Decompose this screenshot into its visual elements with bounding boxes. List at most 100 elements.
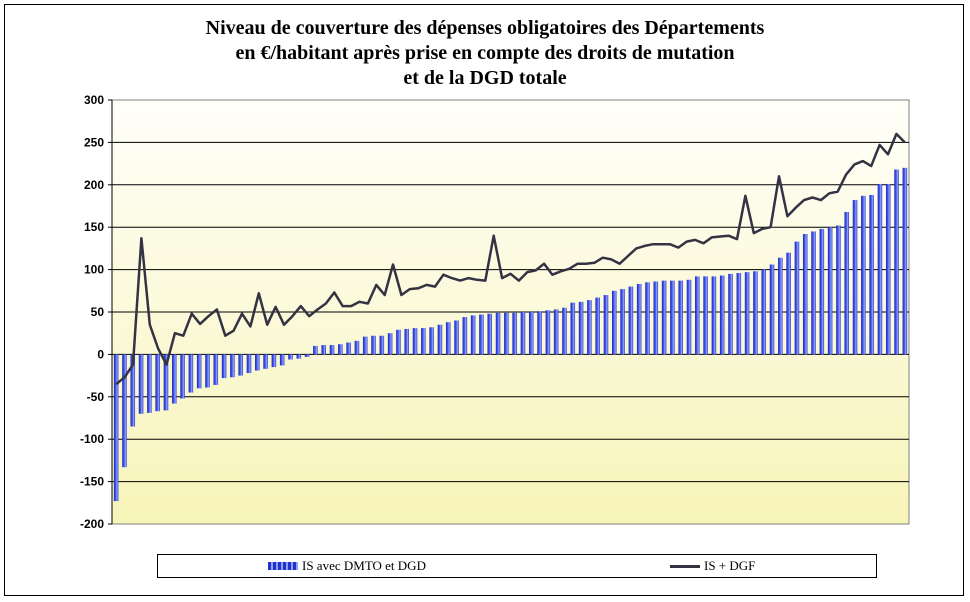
- y-axis: -200 -150 -100 -50 0 50 100 150 200 250 300: [80, 93, 113, 531]
- bar: [844, 211, 850, 355]
- bar: [321, 345, 326, 355]
- bar: [603, 295, 609, 355]
- y-tick-label: -100: [80, 432, 104, 446]
- chart-title: Niveau de couverture des dépenses obliga…: [0, 16, 970, 91]
- bar: [238, 354, 243, 376]
- y-tick-label: 100: [84, 263, 104, 277]
- bar: [670, 280, 675, 355]
- bar: [421, 328, 426, 355]
- y-tick-label: 250: [84, 135, 104, 149]
- bar: [753, 271, 758, 355]
- bar: [877, 183, 883, 355]
- bar: [611, 290, 617, 355]
- bar: [570, 302, 576, 355]
- bar: [362, 336, 368, 355]
- bar: [885, 183, 891, 355]
- bar: [113, 354, 119, 502]
- bar: [620, 289, 625, 355]
- y-tick-label: 200: [84, 178, 104, 192]
- bar: [437, 324, 443, 355]
- bar: [122, 354, 127, 468]
- bar: [387, 333, 393, 355]
- bar: [595, 297, 600, 355]
- bar: [653, 281, 659, 355]
- bar: [180, 354, 185, 399]
- bar: [761, 269, 766, 355]
- legend-bar-label: IS avec DMTO et DGD: [302, 558, 426, 573]
- bar: [130, 354, 136, 427]
- bar: [678, 280, 683, 355]
- legend-bar-swatch: [268, 562, 298, 570]
- bar: [271, 354, 277, 368]
- bar: [263, 354, 268, 369]
- bar: [163, 354, 169, 411]
- bar: [346, 342, 351, 355]
- bar: [628, 286, 634, 355]
- bar: [811, 231, 816, 355]
- bar: [827, 227, 833, 355]
- chart-title-line-1: Niveau de couverture des dépenses obliga…: [205, 17, 765, 39]
- bar: [338, 344, 343, 355]
- bar: [296, 354, 302, 359]
- y-tick-label: 150: [84, 220, 104, 234]
- legend-line-swatch: [670, 564, 700, 568]
- legend-item-bars: IS avec DMTO et DGD: [268, 558, 426, 574]
- bar: [719, 275, 725, 355]
- chart-title-line-2: en €/habitant après prise en compte des …: [235, 42, 735, 64]
- bar: [819, 228, 825, 355]
- bar: [445, 322, 451, 355]
- bar: [703, 276, 708, 355]
- bar: [171, 354, 177, 404]
- legend-line-label: IS + DGF: [704, 558, 756, 573]
- bar: [769, 264, 775, 355]
- bar: [728, 273, 733, 355]
- bar: [304, 354, 310, 357]
- bar: [562, 307, 567, 355]
- bar: [379, 335, 385, 355]
- series-line-is-dgf: [115, 132, 906, 386]
- bar: [147, 354, 152, 413]
- bar: [504, 312, 509, 355]
- y-tick-label: 0: [97, 347, 104, 361]
- bar: [587, 300, 592, 355]
- bar: [454, 320, 459, 355]
- bar: [778, 257, 783, 355]
- bar: [661, 280, 667, 355]
- bar: [495, 312, 501, 355]
- bar: [902, 167, 908, 355]
- bar: [744, 272, 750, 355]
- bar: [279, 354, 285, 366]
- bar: [711, 276, 717, 355]
- bar: [429, 327, 434, 355]
- bar: [138, 354, 144, 414]
- y-tick-label: -50: [87, 390, 105, 404]
- bar-series: [113, 167, 908, 502]
- bar: [371, 335, 376, 355]
- bar: [213, 354, 219, 385]
- bar: [869, 194, 874, 355]
- y-tick-label: 50: [91, 305, 105, 319]
- bar: [836, 225, 841, 355]
- bar: [861, 195, 866, 355]
- bar: [288, 354, 293, 360]
- bar: [537, 311, 542, 355]
- chart-title-line-3: et de la DGD totale: [403, 67, 567, 89]
- bar: [221, 354, 227, 379]
- bar: [894, 169, 899, 355]
- bar: [520, 312, 526, 355]
- bar: [553, 309, 559, 355]
- bar: [645, 282, 650, 355]
- bar: [205, 354, 210, 388]
- bar: [794, 241, 800, 355]
- bar: [329, 345, 335, 355]
- bar: [462, 317, 468, 355]
- bar: [396, 329, 401, 355]
- bar: [404, 328, 410, 355]
- bar: [528, 312, 534, 355]
- bar: [512, 312, 517, 355]
- bar: [313, 345, 318, 355]
- bar: [852, 200, 858, 355]
- bar: [487, 313, 493, 355]
- bar: [196, 354, 202, 389]
